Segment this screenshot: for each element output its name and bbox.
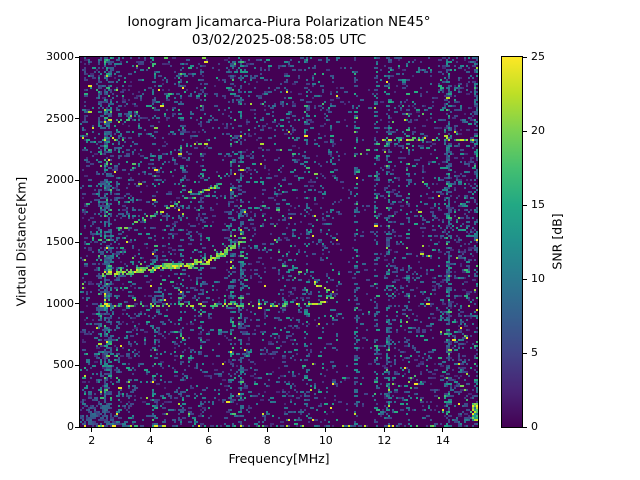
x-tick-mark: [442, 428, 444, 432]
y-tick-mark: [75, 364, 79, 366]
colorbar-tick-label: 20: [531, 124, 545, 137]
y-tick-label: 0: [67, 420, 74, 433]
y-tick-label: 2000: [46, 173, 74, 187]
colorbar-tick-mark: [523, 426, 527, 428]
y-tick-mark: [75, 303, 79, 305]
y-tick-label: 2500: [46, 111, 74, 125]
chart-subtitle-timestamp: 03/02/2025-08:58:05 UTC: [191, 32, 367, 48]
x-tick-mark: [383, 428, 385, 432]
ionogram-heatmap-canvas: [80, 57, 478, 427]
x-tick-mark: [149, 428, 151, 432]
x-tick-label: 4: [146, 434, 154, 447]
colorbar-tick-label: 0: [531, 420, 538, 433]
colorbar: [501, 56, 523, 428]
x-tick-label: 8: [263, 434, 271, 447]
colorbar-tick-mark: [523, 130, 527, 132]
y-tick-label: 1000: [46, 296, 74, 310]
x-tick-label: 10: [318, 434, 333, 447]
colorbar-gradient: [502, 57, 522, 427]
y-tick-mark: [75, 426, 79, 428]
x-tick-mark: [266, 428, 268, 432]
colorbar-label: SNR [dB]: [549, 213, 565, 270]
x-tick-mark: [91, 428, 93, 432]
y-tick-mark: [75, 241, 79, 243]
y-tick-mark: [75, 56, 79, 58]
y-axis-label: Virtual Distance[Km]: [13, 176, 29, 307]
y-tick-mark: [75, 179, 79, 181]
y-tick-label: 3000: [46, 50, 74, 63]
colorbar-tick-mark: [523, 278, 527, 280]
x-tick-mark: [208, 428, 210, 432]
x-tick-label: 14: [435, 434, 450, 447]
x-tick-label: 12: [377, 434, 392, 447]
x-tick-mark: [325, 428, 327, 432]
y-tick-label: 1500: [46, 235, 74, 248]
colorbar-tick-mark: [523, 56, 527, 58]
x-tick-label: 2: [88, 434, 96, 447]
colorbar-tick-label: 5: [531, 346, 538, 359]
chart-title: Ionogram Jicamarca-Piura Polarization NE…: [127, 14, 431, 30]
colorbar-tick-mark: [523, 352, 527, 354]
colorbar-tick-label: 25: [531, 50, 545, 63]
colorbar-tick-label: 10: [531, 272, 545, 285]
plot-area: [79, 56, 479, 428]
x-tick-label: 6: [205, 434, 213, 447]
colorbar-tick-label: 15: [531, 198, 545, 211]
y-tick-mark: [75, 118, 79, 120]
y-tick-label: 500: [53, 358, 74, 372]
colorbar-tick-mark: [523, 204, 527, 206]
x-axis-label: Frequency[MHz]: [228, 451, 330, 466]
